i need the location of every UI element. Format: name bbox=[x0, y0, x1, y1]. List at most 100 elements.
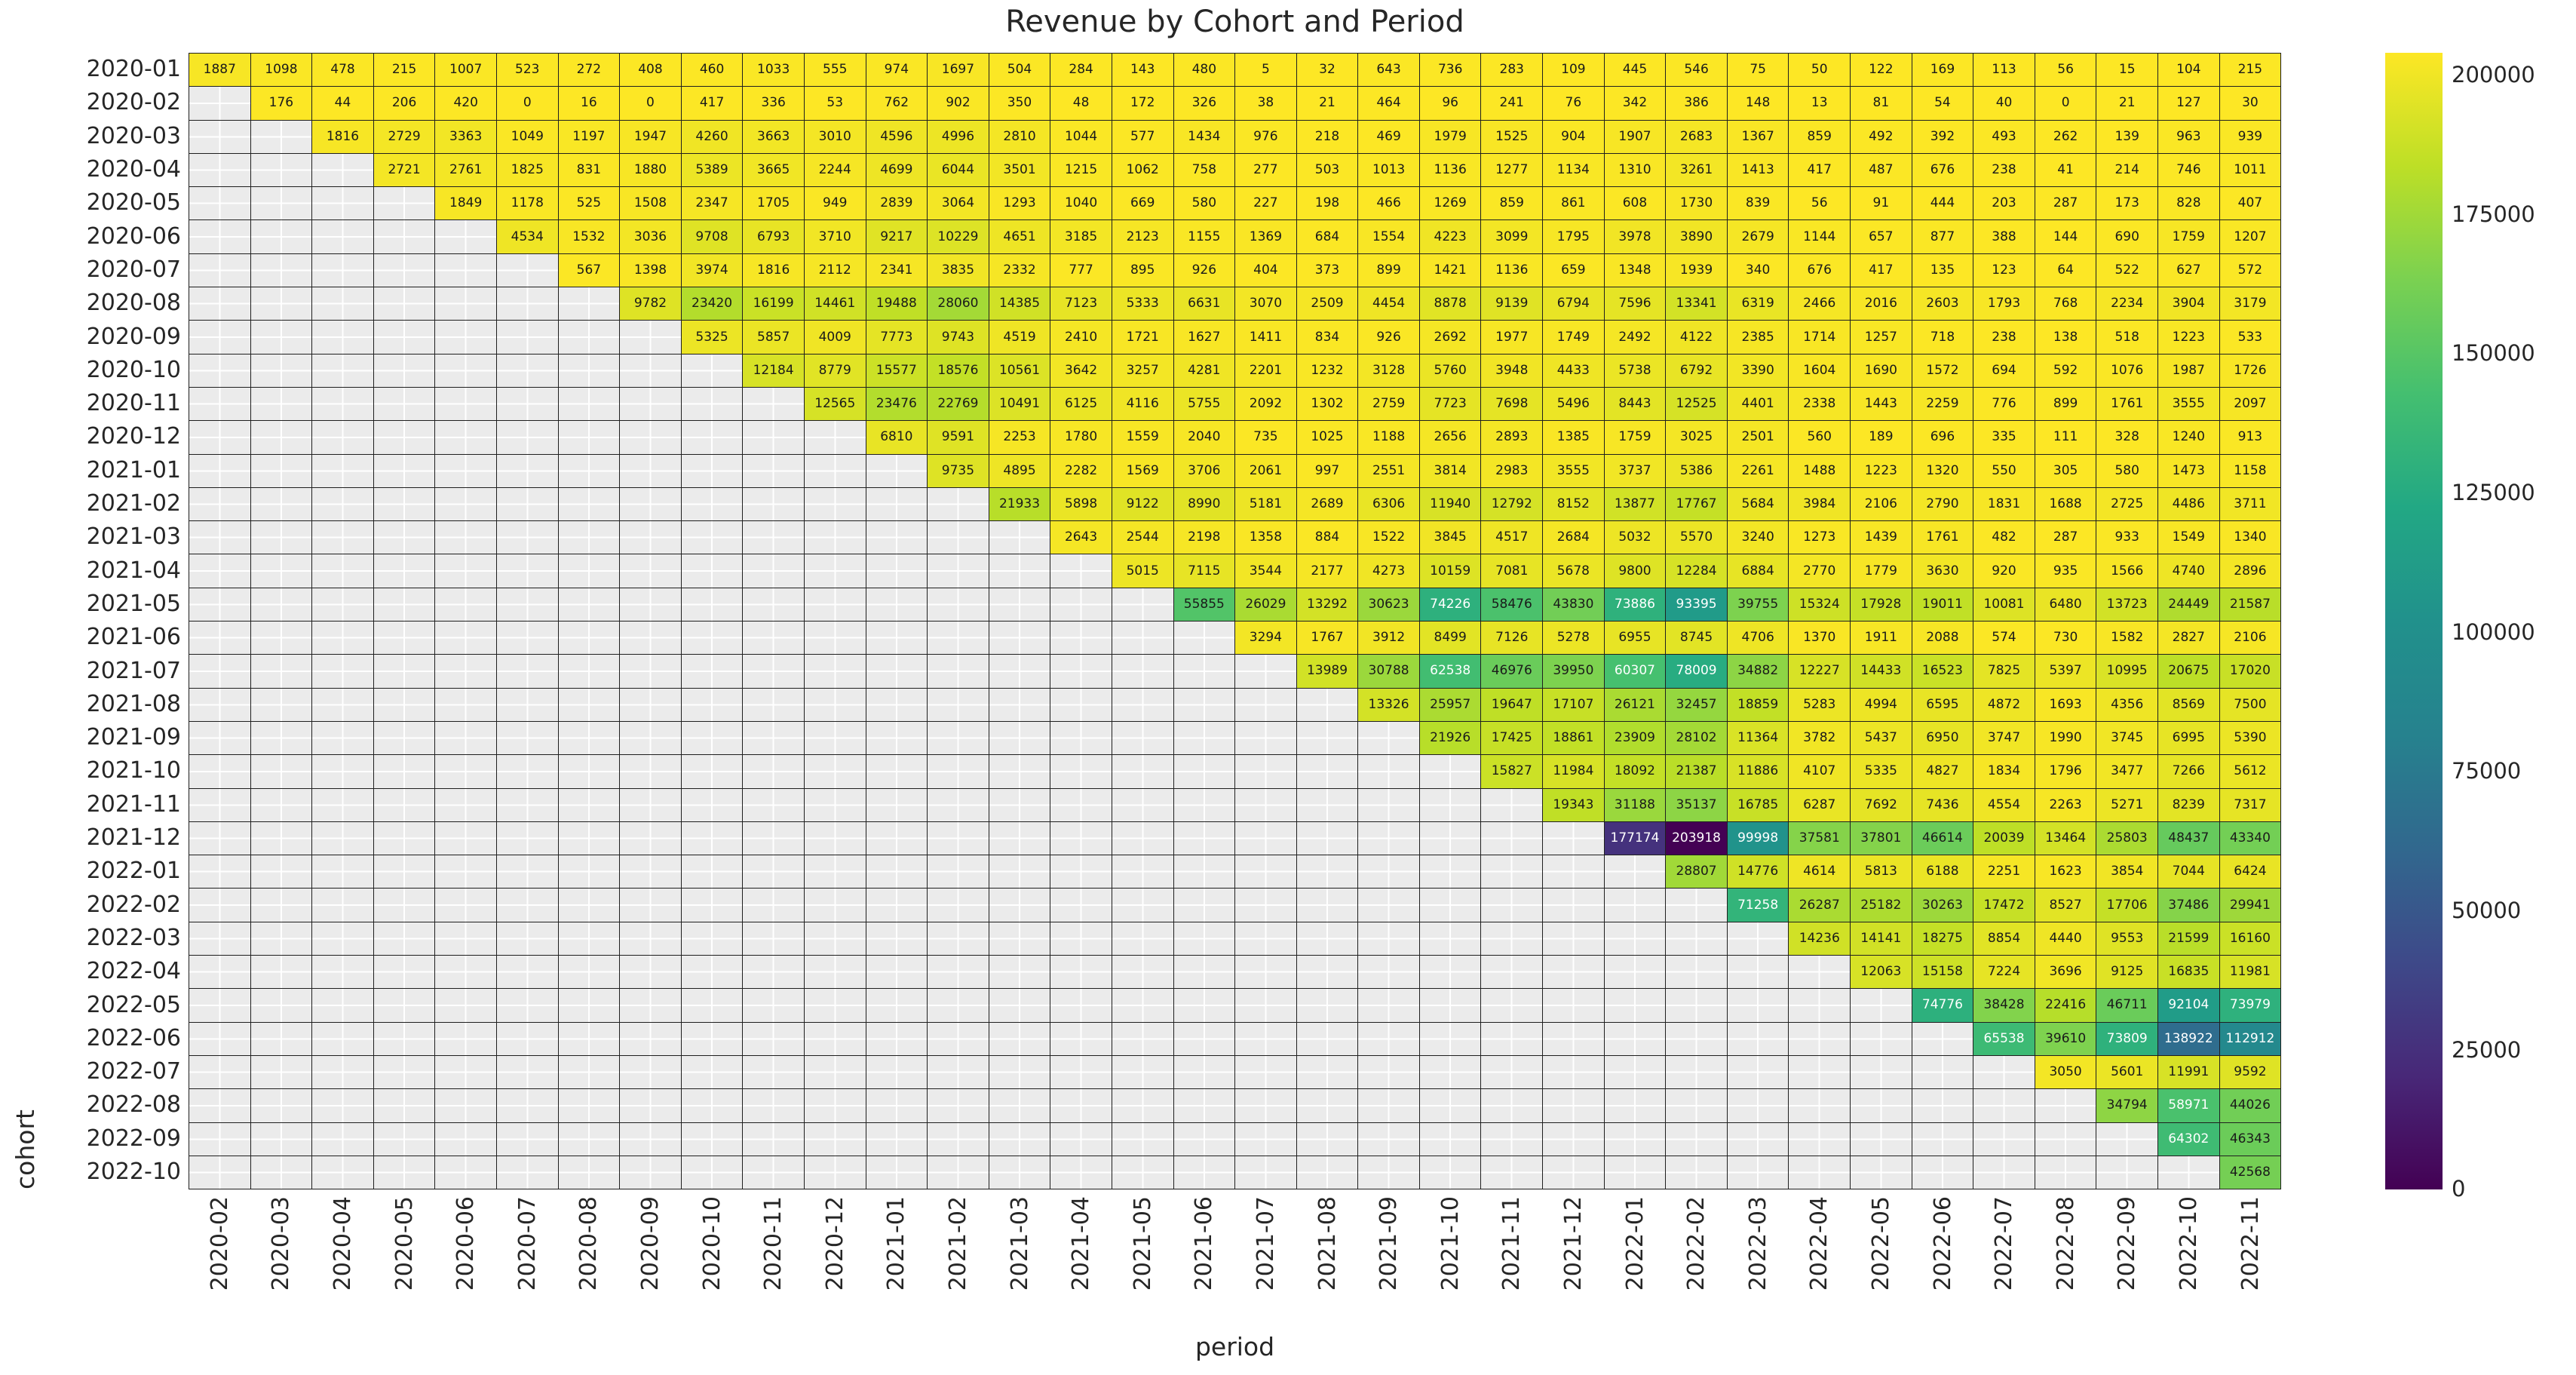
heatmap-cell: 3363 bbox=[435, 120, 497, 154]
heatmap-cell bbox=[435, 521, 497, 555]
heatmap-cell: 895 bbox=[1112, 253, 1174, 288]
heatmap-cell: 15577 bbox=[866, 354, 928, 388]
heatmap-cell: 6319 bbox=[1727, 287, 1789, 321]
heatmap-cell: 305 bbox=[2035, 454, 2097, 488]
heatmap-cell bbox=[496, 253, 559, 288]
heatmap-cell: 1907 bbox=[1604, 120, 1667, 154]
heatmap-cell: 46976 bbox=[1481, 655, 1544, 689]
heatmap-cell bbox=[866, 1022, 928, 1056]
y-tick-label: 2022-09 bbox=[86, 1125, 181, 1152]
heatmap-cell bbox=[1789, 1156, 1851, 1190]
heatmap-cell: 6125 bbox=[1050, 387, 1112, 422]
heatmap-cell bbox=[558, 889, 621, 922]
heatmap-cell bbox=[189, 622, 251, 655]
heatmap-cell bbox=[1727, 1089, 1789, 1123]
y-tick-label: 2022-06 bbox=[86, 1024, 181, 1051]
heatmap-cell: 17767 bbox=[1666, 487, 1728, 522]
heatmap-cell: 4614 bbox=[1789, 855, 1851, 889]
heatmap-cell bbox=[928, 721, 989, 756]
heatmap-cell bbox=[373, 287, 436, 321]
heatmap-cell: 735 bbox=[1235, 421, 1297, 455]
heatmap-cell bbox=[1173, 989, 1236, 1023]
heatmap-cell: 2839 bbox=[866, 187, 928, 221]
heatmap-cell: 2385 bbox=[1727, 321, 1789, 354]
heatmap-cell: 4519 bbox=[989, 321, 1051, 354]
heatmap-cell: 3642 bbox=[1050, 354, 1112, 388]
heatmap-cell: 417 bbox=[1789, 153, 1851, 188]
heatmap-cell bbox=[1296, 1122, 1359, 1156]
heatmap-cell bbox=[312, 956, 374, 990]
heatmap-cell: 2827 bbox=[2158, 622, 2220, 655]
heatmap-cell bbox=[1296, 1089, 1359, 1123]
heatmap-cell: 18861 bbox=[1543, 721, 1605, 756]
heatmap-cell bbox=[1358, 956, 1420, 990]
heatmap-cell: 14776 bbox=[1727, 855, 1789, 889]
heatmap-cell bbox=[558, 588, 621, 622]
heatmap-cell: 1358 bbox=[1235, 521, 1297, 555]
heatmap-cell: 2061 bbox=[1235, 454, 1297, 488]
heatmap-cell: 3240 bbox=[1727, 521, 1789, 555]
heatmap-cell bbox=[1358, 721, 1420, 756]
heatmap-cell: 730 bbox=[2035, 622, 2097, 655]
heatmap-cell: 4273 bbox=[1358, 554, 1420, 588]
heatmap-cell bbox=[1666, 889, 1728, 922]
heatmap-cell bbox=[1050, 721, 1112, 756]
heatmap-cell: 14141 bbox=[1851, 922, 1912, 956]
heatmap-cell bbox=[1851, 1055, 1912, 1090]
heatmap-cell: 21387 bbox=[1666, 755, 1728, 789]
heatmap-cell: 39610 bbox=[2035, 1022, 2097, 1056]
heatmap-cell bbox=[1419, 855, 1482, 889]
heatmap-cell bbox=[1050, 1122, 1112, 1156]
heatmap-cell bbox=[1235, 688, 1297, 722]
heatmap-cell bbox=[435, 821, 497, 856]
y-tick-label: 2020-03 bbox=[86, 122, 181, 149]
heatmap-cell bbox=[558, 1089, 621, 1123]
heatmap-cell: 25182 bbox=[1851, 889, 1912, 922]
heatmap-cell bbox=[1543, 821, 1605, 856]
heatmap-cell bbox=[928, 1156, 989, 1190]
heatmap-cell bbox=[620, 1055, 682, 1090]
heatmap-cell bbox=[1973, 1156, 2035, 1190]
heatmap-cell: 43830 bbox=[1543, 588, 1605, 622]
heatmap-cell: 2551 bbox=[1358, 454, 1420, 488]
heatmap-cell: 30263 bbox=[1912, 889, 1974, 922]
heatmap-cell bbox=[496, 1122, 559, 1156]
heatmap-cell: 1370 bbox=[1789, 622, 1851, 655]
heatmap-cell: 16 bbox=[558, 87, 621, 121]
heatmap-cell: 11886 bbox=[1727, 755, 1789, 789]
heatmap-cell bbox=[1419, 1055, 1482, 1090]
heatmap-cell: 12565 bbox=[804, 387, 866, 422]
heatmap-cell bbox=[1543, 1022, 1605, 1056]
heatmap-cell: 4740 bbox=[2158, 554, 2220, 588]
heatmap-cell: 38428 bbox=[1973, 989, 2035, 1023]
heatmap-cell bbox=[189, 821, 251, 856]
heatmap-cell: 1554 bbox=[1358, 220, 1420, 254]
heatmap-cell bbox=[743, 1156, 805, 1190]
heatmap-cell: 1979 bbox=[1419, 120, 1482, 154]
heatmap-cell: 20675 bbox=[2158, 655, 2220, 689]
heatmap-cell: 4009 bbox=[804, 321, 866, 354]
heatmap-cell: 7266 bbox=[2158, 755, 2220, 789]
heatmap-cell: 78009 bbox=[1666, 655, 1728, 689]
heatmap-cell bbox=[558, 454, 621, 488]
heatmap-cell bbox=[373, 1122, 436, 1156]
heatmap-cell: 525 bbox=[558, 187, 621, 221]
heatmap-cell: 1232 bbox=[1296, 354, 1359, 388]
heatmap-cell: 2492 bbox=[1604, 321, 1667, 354]
heatmap-cell: 127 bbox=[2158, 87, 2220, 121]
heatmap-cell: 6884 bbox=[1727, 554, 1789, 588]
heatmap-cell bbox=[928, 956, 989, 990]
heatmap-cell: 1604 bbox=[1789, 354, 1851, 388]
heatmap-cell: 30 bbox=[2219, 87, 2282, 121]
heatmap-cell: 1572 bbox=[1912, 354, 1974, 388]
heatmap-cell bbox=[189, 855, 251, 889]
heatmap-cell: 73979 bbox=[2219, 989, 2282, 1023]
heatmap-cell bbox=[743, 755, 805, 789]
heatmap-cell: 736 bbox=[1419, 54, 1482, 87]
y-tick-label: 2020-02 bbox=[86, 89, 181, 116]
heatmap-cell: 13 bbox=[1789, 87, 1851, 121]
heatmap-cell bbox=[1419, 1122, 1482, 1156]
heatmap-cell bbox=[373, 788, 436, 822]
heatmap-cell bbox=[1419, 821, 1482, 856]
heatmap-cell bbox=[1604, 1055, 1667, 1090]
